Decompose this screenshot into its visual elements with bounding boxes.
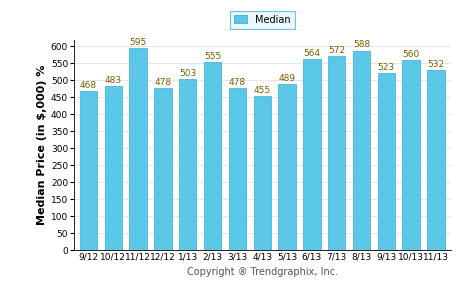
Bar	[352, 51, 369, 250]
Y-axis label: Median Price (in $,000) %: Median Price (in $,000) %	[37, 65, 46, 225]
Text: 523: 523	[377, 63, 394, 72]
Bar	[154, 88, 171, 250]
Bar	[327, 56, 345, 250]
Text: 588: 588	[352, 41, 369, 49]
Text: 532: 532	[426, 59, 443, 69]
Bar	[228, 88, 246, 250]
Text: 503: 503	[179, 69, 196, 78]
Bar	[302, 59, 320, 250]
Text: 560: 560	[402, 50, 419, 59]
Bar	[79, 91, 97, 250]
Text: 572: 572	[327, 46, 344, 55]
Bar	[402, 60, 419, 250]
Text: 564: 564	[302, 48, 320, 58]
Text: 478: 478	[228, 78, 246, 87]
Text: 595: 595	[129, 38, 146, 47]
Legend: Median: Median	[230, 11, 294, 29]
Text: 468: 468	[80, 81, 97, 90]
Bar	[203, 62, 221, 250]
Bar	[129, 48, 146, 250]
Text: 455: 455	[253, 86, 270, 95]
Text: 555: 555	[203, 52, 221, 61]
Text: 483: 483	[105, 76, 122, 85]
Text: 489: 489	[278, 74, 295, 83]
Bar	[426, 70, 444, 250]
Bar	[278, 84, 295, 250]
Bar	[377, 73, 394, 250]
Bar	[179, 79, 196, 250]
Text: 478: 478	[154, 78, 171, 87]
Bar	[253, 96, 270, 250]
Bar	[104, 86, 122, 250]
X-axis label: Copyright ® Trendgraphix, Inc.: Copyright ® Trendgraphix, Inc.	[186, 267, 337, 278]
